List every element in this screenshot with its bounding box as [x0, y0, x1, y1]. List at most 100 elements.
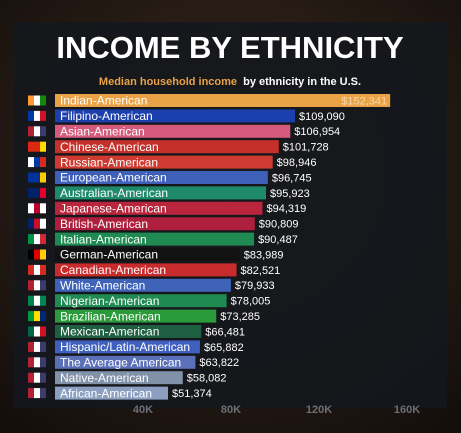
value-label: $96,745 — [272, 172, 312, 184]
category-label: Italian-American — [60, 232, 147, 246]
category-label: Brazilian-American — [60, 309, 161, 323]
category-label: Mexican-American — [60, 325, 159, 339]
category-label: German-American — [60, 248, 158, 262]
flag — [28, 341, 34, 352]
flag — [34, 141, 40, 152]
value-label: $79,933 — [235, 280, 275, 292]
flag — [34, 388, 40, 399]
flag — [34, 372, 40, 383]
bar — [55, 94, 391, 107]
category-label: Canadian-American — [60, 263, 166, 277]
flag — [40, 326, 46, 337]
flag — [28, 264, 34, 275]
category-label: White-American — [60, 278, 145, 292]
flag — [34, 172, 40, 183]
flag — [28, 295, 34, 306]
flag — [40, 372, 46, 383]
category-label: The Average American — [60, 355, 181, 369]
flag — [28, 218, 34, 229]
bar — [55, 109, 295, 123]
flag — [28, 203, 34, 214]
flag — [28, 326, 34, 337]
flag — [28, 311, 34, 322]
flag — [34, 126, 40, 137]
flag — [40, 295, 46, 306]
flag — [34, 203, 40, 214]
flag — [34, 311, 40, 322]
flag — [28, 95, 34, 106]
flag — [40, 126, 46, 137]
bar — [55, 340, 200, 354]
chart-subtitle: Median household income by ethnicity in … — [99, 76, 361, 88]
subtitle-highlight: Median household income — [99, 76, 237, 88]
flag — [40, 234, 46, 245]
value-label: $82,521 — [241, 265, 281, 277]
flag — [34, 110, 40, 121]
bar — [55, 278, 231, 292]
x-tick-label: 40K — [133, 404, 153, 416]
bar — [55, 263, 237, 277]
flag — [34, 280, 40, 291]
flag — [28, 388, 34, 399]
value-label: $90,487 — [258, 234, 298, 246]
category-label: Nigerian-American — [60, 294, 159, 308]
category-label: Indian-American — [60, 94, 147, 108]
flag — [40, 110, 46, 121]
value-label: $66,481 — [205, 326, 245, 338]
value-label: $95,923 — [270, 188, 310, 200]
bar — [55, 201, 263, 215]
subtitle-rest: by ethnicity in the U.S. — [243, 76, 361, 88]
flag — [34, 157, 40, 168]
flag — [28, 157, 34, 168]
flag — [28, 372, 34, 383]
flag — [34, 249, 40, 260]
bar — [55, 186, 267, 200]
value-label: $83,989 — [244, 249, 284, 261]
bar — [55, 124, 291, 138]
bar — [55, 248, 240, 261]
category-label: Australian-American — [60, 186, 168, 200]
bar — [55, 371, 183, 385]
category-label: African-American — [60, 386, 152, 400]
value-label: $94,319 — [267, 203, 307, 215]
x-tick-label: 80K — [221, 404, 241, 416]
category-label: Japanese-American — [60, 201, 167, 215]
value-label: $152,341 — [341, 95, 387, 107]
flag — [28, 234, 34, 245]
bar — [55, 171, 268, 184]
bar — [55, 309, 217, 323]
flag — [40, 388, 46, 399]
chart-title: INCOME BY ETHNICITY — [56, 30, 404, 65]
flag — [28, 141, 34, 152]
flag — [28, 280, 34, 291]
value-label: $101,728 — [283, 142, 329, 154]
flag — [40, 218, 46, 229]
category-label: Hispanic/Latin-American — [60, 340, 190, 354]
flag — [34, 295, 40, 306]
flag — [34, 341, 40, 352]
flag — [40, 341, 46, 352]
flag — [28, 110, 34, 121]
value-label: $58,082 — [187, 373, 227, 385]
x-tick-label: 120K — [306, 404, 332, 416]
flag — [40, 172, 46, 183]
flag — [40, 141, 46, 152]
value-label: $65,882 — [204, 342, 244, 354]
flag — [34, 95, 40, 106]
bar — [55, 325, 202, 338]
flag — [34, 234, 40, 245]
category-label: Filipino-American — [60, 109, 153, 123]
flag — [28, 187, 34, 198]
bar — [55, 294, 227, 308]
value-label: $90,809 — [259, 219, 299, 231]
value-label: $78,005 — [231, 296, 271, 308]
flag — [40, 280, 46, 291]
flag — [28, 126, 34, 137]
category-label: Russian-American — [60, 155, 158, 169]
flag — [34, 357, 40, 368]
flag — [40, 187, 46, 198]
bar — [55, 140, 279, 154]
flag — [40, 311, 46, 322]
flag — [40, 264, 46, 275]
